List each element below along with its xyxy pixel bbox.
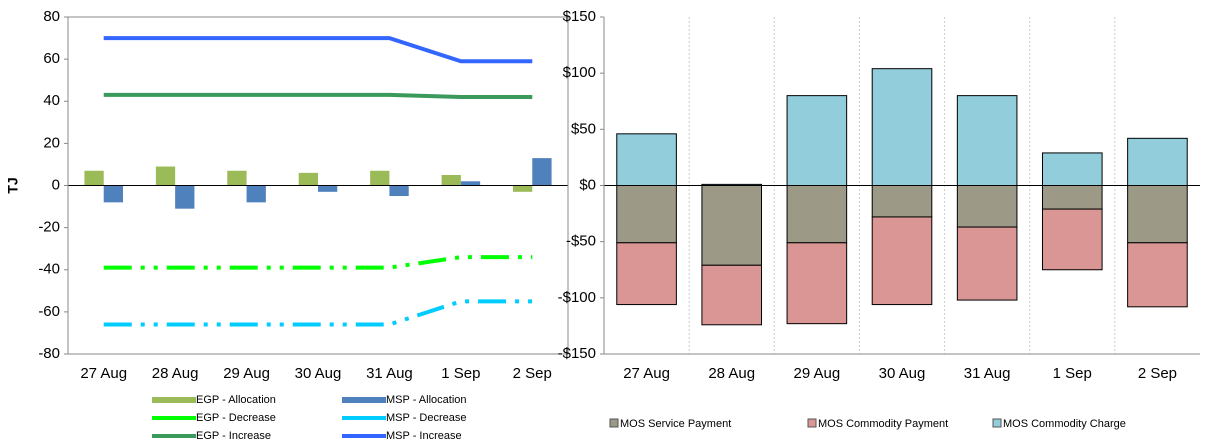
x-tick-label: 1 Sep	[1053, 365, 1092, 382]
bar-segment	[1127, 137, 1188, 187]
bar	[532, 158, 552, 186]
legend-swatch	[152, 397, 196, 403]
bar	[370, 170, 390, 186]
bar-segment	[956, 185, 1018, 228]
bar	[84, 170, 104, 186]
y-tick-label: 80	[43, 8, 60, 25]
bar-segment	[871, 185, 933, 218]
y-tick-label: $150	[563, 8, 596, 25]
bar	[246, 185, 266, 203]
y-tick-label: -40	[38, 261, 60, 278]
y-tick-label: -60	[38, 303, 60, 320]
y-axis-label: TJ	[5, 177, 21, 193]
bar-segment	[616, 242, 677, 306]
x-tick-label: 31 Aug	[366, 365, 413, 382]
bar-segment	[956, 226, 1018, 301]
bar	[227, 170, 247, 186]
bar	[460, 181, 481, 186]
bar-segment	[871, 68, 933, 186]
line	[103, 36, 533, 64]
legend-label: MSP - Decrease	[386, 412, 467, 424]
y-tick-label: $100	[563, 64, 596, 81]
bar-segment	[786, 95, 848, 186]
bar-segment	[871, 216, 933, 306]
legend-label: EGP - Decrease	[196, 412, 276, 424]
bar-segment	[1041, 152, 1103, 187]
legend-label: EGP - Allocation	[196, 394, 276, 406]
legend-label: MOS Commodity Charge	[1003, 418, 1126, 430]
legend-label: MOS Commodity Payment	[818, 418, 948, 430]
bar-segment	[1127, 242, 1188, 308]
y-tick-label: -80	[38, 345, 60, 362]
legend-label: EGP - Increase	[196, 430, 271, 442]
legend-label: MSP - Allocation	[386, 394, 467, 406]
line	[103, 299, 533, 327]
legend-label: MOS Service Payment	[620, 418, 731, 430]
y-tick-label: -$50	[566, 233, 596, 250]
y-tick-label: 0	[52, 176, 60, 193]
legend-swatch	[609, 418, 619, 428]
y-tick-label: -$100	[558, 289, 596, 306]
bar	[389, 185, 409, 197]
y-tick-label: $0	[579, 176, 596, 193]
bar-segment	[616, 133, 677, 186]
line	[103, 255, 533, 270]
legend-swatch	[992, 418, 1002, 428]
bar-segment	[1127, 185, 1188, 244]
bar	[155, 166, 176, 186]
x-tick-label: 2 Sep	[513, 365, 552, 382]
bar-segment	[786, 242, 848, 325]
x-tick-label: 29 Aug	[223, 365, 270, 382]
legend-swatch	[807, 418, 817, 428]
x-tick-label: 27 Aug	[80, 365, 127, 382]
y-tick-label: -20	[38, 219, 60, 236]
x-tick-label: 28 Aug	[708, 365, 755, 382]
bar	[175, 185, 195, 209]
bar-segment	[786, 185, 848, 244]
x-tick-label: 31 Aug	[964, 365, 1011, 382]
bar-segment	[701, 185, 763, 266]
legend-label: MSP - Increase	[386, 430, 462, 442]
y-tick-label: $50	[571, 120, 596, 137]
y-tick-label: 60	[43, 50, 60, 67]
x-tick-label: 28 Aug	[152, 365, 199, 382]
bar-segment	[701, 264, 763, 326]
bar-segment	[1041, 185, 1103, 210]
x-tick-label: 29 Aug	[793, 365, 840, 382]
bar-segment	[616, 185, 677, 244]
bar	[298, 172, 318, 186]
y-tick-label: -$150	[558, 345, 596, 362]
x-tick-label: 27 Aug	[623, 365, 670, 382]
bar	[513, 185, 533, 192]
plot-border	[67, 16, 569, 355]
x-tick-label: 1 Sep	[441, 365, 480, 382]
legend-swatch	[342, 397, 386, 403]
bar	[318, 185, 338, 192]
bar-segment	[956, 95, 1018, 186]
line	[103, 92, 533, 100]
y-tick-label: 40	[43, 92, 60, 109]
bar	[103, 185, 123, 203]
bar	[441, 174, 461, 186]
y-tick-label: 20	[43, 134, 60, 151]
x-tick-label: 2 Sep	[1138, 365, 1177, 382]
x-tick-label: 30 Aug	[295, 365, 342, 382]
x-tick-label: 30 Aug	[879, 365, 926, 382]
bar-segment	[1041, 208, 1103, 271]
